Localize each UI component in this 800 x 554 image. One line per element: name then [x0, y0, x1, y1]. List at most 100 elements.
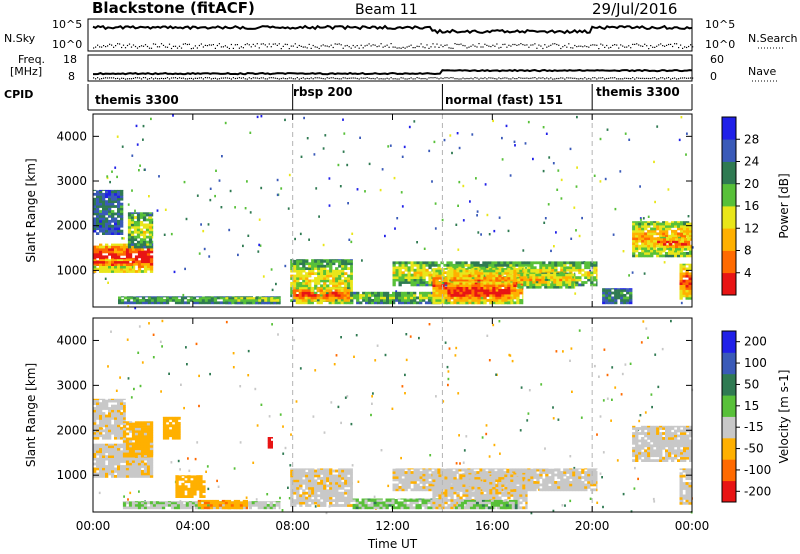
nsearch-dot	[512, 43, 514, 46]
data-cell	[504, 289, 508, 292]
data-cell	[314, 267, 318, 270]
data-cell	[99, 227, 103, 231]
data-cell	[371, 301, 375, 305]
data-cell	[117, 447, 121, 451]
data-cell	[134, 452, 139, 456]
data-cell	[611, 291, 615, 295]
noise-cell	[335, 354, 338, 357]
data-cell	[93, 422, 97, 425]
data-cell	[140, 248, 145, 251]
data-cell	[105, 248, 109, 251]
data-cell	[292, 289, 296, 292]
data-cell	[142, 238, 147, 241]
data-cell	[471, 281, 475, 283]
nsearch-dot	[458, 43, 460, 46]
data-cell	[638, 252, 642, 255]
nsearch-dot	[202, 46, 204, 48]
data-cell	[146, 467, 151, 471]
data-cell	[568, 283, 572, 287]
data-cell	[383, 296, 387, 300]
data-cell	[137, 444, 142, 448]
data-cell	[122, 430, 127, 433]
data-cell	[682, 282, 686, 285]
data-cell	[146, 460, 151, 463]
nsearch-dot	[376, 46, 378, 48]
data-cell	[137, 460, 142, 463]
nsearch-dot	[404, 47, 406, 49]
data-cell	[398, 296, 402, 300]
data-cell	[513, 271, 517, 275]
data-cell	[550, 276, 554, 279]
data-cell	[326, 262, 330, 266]
data-cell	[102, 470, 106, 473]
data-cell	[130, 213, 135, 217]
data-cell	[329, 282, 333, 285]
data-cell	[165, 301, 170, 305]
data-cell	[650, 227, 654, 231]
data-cell	[644, 252, 648, 255]
data-cell	[159, 299, 164, 302]
data-cell	[114, 243, 118, 246]
data-cell	[111, 190, 115, 194]
data-cell	[316, 294, 320, 297]
data-cell	[447, 281, 451, 285]
data-cell	[536, 268, 540, 272]
noise-cell	[575, 229, 577, 232]
data-cell	[120, 259, 124, 262]
data-cell	[102, 462, 106, 466]
data-cell	[614, 289, 618, 292]
data-cell	[117, 445, 121, 449]
noise-cell	[570, 347, 573, 350]
data-cell	[486, 281, 490, 283]
data-cell	[545, 276, 549, 279]
data-cell	[329, 274, 333, 278]
data-cell	[204, 299, 209, 302]
data-cell	[146, 422, 151, 426]
data-cell	[674, 222, 678, 226]
data-cell	[302, 269, 306, 273]
nsearch-dot	[93, 47, 95, 49]
data-cell	[136, 223, 141, 227]
data-cell	[325, 287, 329, 290]
noise-cell	[371, 402, 373, 405]
data-cell	[162, 426, 167, 430]
data-cell	[120, 195, 124, 199]
data-cell	[96, 467, 100, 471]
data-cell	[111, 407, 115, 410]
nsearch-dot	[446, 44, 448, 46]
data-cell	[424, 294, 429, 297]
data-cell	[611, 301, 615, 305]
nsearch-dot	[166, 46, 169, 48]
data-cell	[120, 465, 124, 468]
data-cell	[216, 296, 221, 298]
data-cell	[679, 284, 683, 288]
data-cell	[102, 205, 106, 208]
data-cell	[456, 281, 460, 285]
data-cell	[416, 268, 420, 272]
nsearch-dot	[172, 45, 175, 47]
data-cell	[298, 296, 302, 300]
data-cell	[398, 276, 402, 279]
data-cell	[128, 430, 133, 433]
data-cell	[93, 429, 97, 433]
data-cell	[96, 232, 100, 235]
data-cell	[401, 294, 405, 297]
noise-cell	[433, 140, 436, 144]
data-cell	[177, 299, 182, 302]
data-cell	[99, 200, 103, 203]
noise-cell	[290, 433, 292, 436]
data-cell	[320, 277, 324, 280]
nave-dot	[470, 77, 472, 79]
data-cell	[443, 271, 447, 275]
data-cell	[114, 189, 118, 191]
data-cell	[438, 276, 442, 280]
data-cell	[314, 282, 318, 285]
data-cell	[489, 301, 493, 305]
data-cell	[407, 268, 411, 272]
data-cell	[343, 296, 347, 300]
data-cell	[486, 268, 490, 270]
data-cell	[335, 269, 339, 273]
nsearch-dot	[476, 46, 478, 48]
nave-dot	[510, 78, 512, 80]
data-cell	[120, 412, 124, 415]
